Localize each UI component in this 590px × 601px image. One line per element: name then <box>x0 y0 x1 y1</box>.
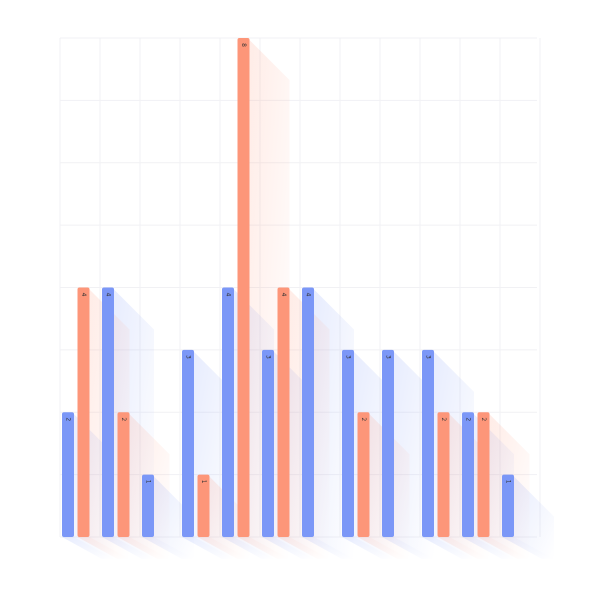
bar <box>302 287 314 537</box>
bar-floor-shadow <box>237 537 290 559</box>
bar <box>437 412 450 537</box>
bars <box>62 38 514 537</box>
bar <box>477 412 490 537</box>
bar-floor-shadow <box>422 537 474 559</box>
bar <box>262 349 274 537</box>
bar <box>357 412 370 537</box>
bar <box>142 474 154 537</box>
bar-floor-shadow <box>182 537 234 559</box>
bar-floor-shadow <box>357 537 410 559</box>
bar-value-label: 8 <box>240 43 247 47</box>
bar-value-label: 3 <box>345 355 352 359</box>
bar <box>462 412 474 537</box>
bar-floor-shadow <box>437 537 490 559</box>
bar-value-label: 4 <box>225 293 232 297</box>
bar <box>222 287 234 537</box>
bar-value-label: 2 <box>120 417 127 421</box>
bar-value-label: 2 <box>480 417 487 421</box>
bar-value-label: 2 <box>360 417 367 421</box>
bar-floor-shadow <box>342 537 394 559</box>
bar <box>277 287 290 537</box>
bar <box>502 474 514 537</box>
bar <box>342 349 354 537</box>
bar-value-label: 1 <box>145 480 152 484</box>
bar-value-label: 3 <box>385 355 392 359</box>
bar-floor-shadow <box>62 537 114 559</box>
bar-floor-shadow <box>77 537 130 559</box>
bar-value-labels: 2 4 1 3 4 3 4 3 3 3 2 1 4 2 1 8 4 2 2 2 <box>65 43 512 484</box>
bar-value-label: 4 <box>105 293 112 297</box>
bar-value-label: 4 <box>280 293 287 297</box>
bar <box>237 38 250 537</box>
bar-floor-shadow <box>197 537 250 559</box>
bar-floor-shadow <box>477 537 530 559</box>
bar-value-label: 3 <box>185 355 192 359</box>
bar <box>62 412 74 537</box>
bar-value-label: 4 <box>305 293 312 297</box>
bar <box>422 349 434 537</box>
bar-value-label: 4 <box>80 293 87 297</box>
bar <box>197 474 210 537</box>
bar-floor-shadow <box>117 537 170 559</box>
bar <box>117 412 130 537</box>
bar <box>77 287 90 537</box>
bar-value-label: 1 <box>200 480 207 484</box>
bar-value-label: 3 <box>265 355 272 359</box>
bar-value-label: 2 <box>65 417 72 421</box>
bar-value-label: 1 <box>505 480 512 484</box>
bar <box>382 349 394 537</box>
bar-value-label: 3 <box>425 355 432 359</box>
bar-value-label: 2 <box>440 417 447 421</box>
bar <box>102 287 114 537</box>
bar-value-label: 2 <box>465 417 472 421</box>
bar <box>182 349 194 537</box>
bar-floor-shadow <box>277 537 330 559</box>
